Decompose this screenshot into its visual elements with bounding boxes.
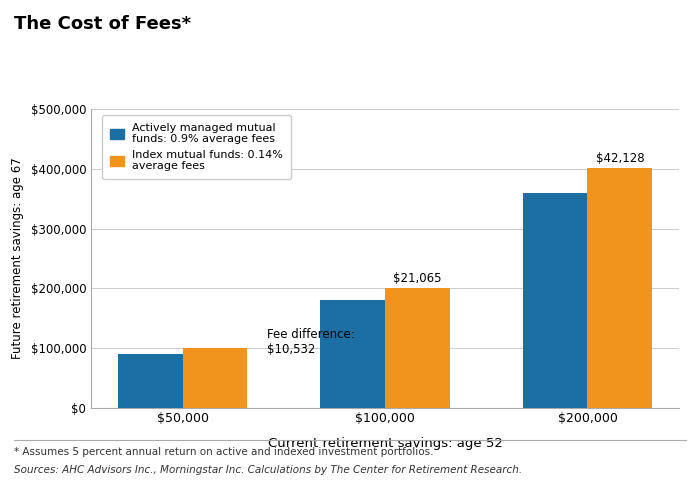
Y-axis label: Future retirement savings: age 67: Future retirement savings: age 67 (10, 158, 24, 359)
Bar (587, 167, 652, 408)
Text: $21,065: $21,065 (393, 271, 442, 285)
Bar (118, 354, 183, 408)
Bar (320, 300, 385, 408)
Legend: Actively managed mutual
funds: 0.9% average fees, Index mutual funds: 0.14%
aver: Actively managed mutual funds: 0.9% aver… (102, 115, 291, 179)
Text: Fee difference:
$10,532: Fee difference: $10,532 (267, 328, 354, 356)
Bar (183, 348, 247, 408)
Bar (523, 193, 587, 408)
Text: * Assumes 5 percent annual return on active and indexed investment portfolios.: * Assumes 5 percent annual return on act… (14, 447, 433, 457)
Bar (385, 288, 450, 408)
Text: The Cost of Fees*: The Cost of Fees* (14, 15, 191, 33)
Text: $42,128: $42,128 (596, 152, 644, 165)
Text: Sources: AHC Advisors Inc., Morningstar Inc. Calculations by The Center for Reti: Sources: AHC Advisors Inc., Morningstar … (14, 465, 522, 475)
X-axis label: Current retirement savings: age 52: Current retirement savings: age 52 (267, 436, 503, 449)
